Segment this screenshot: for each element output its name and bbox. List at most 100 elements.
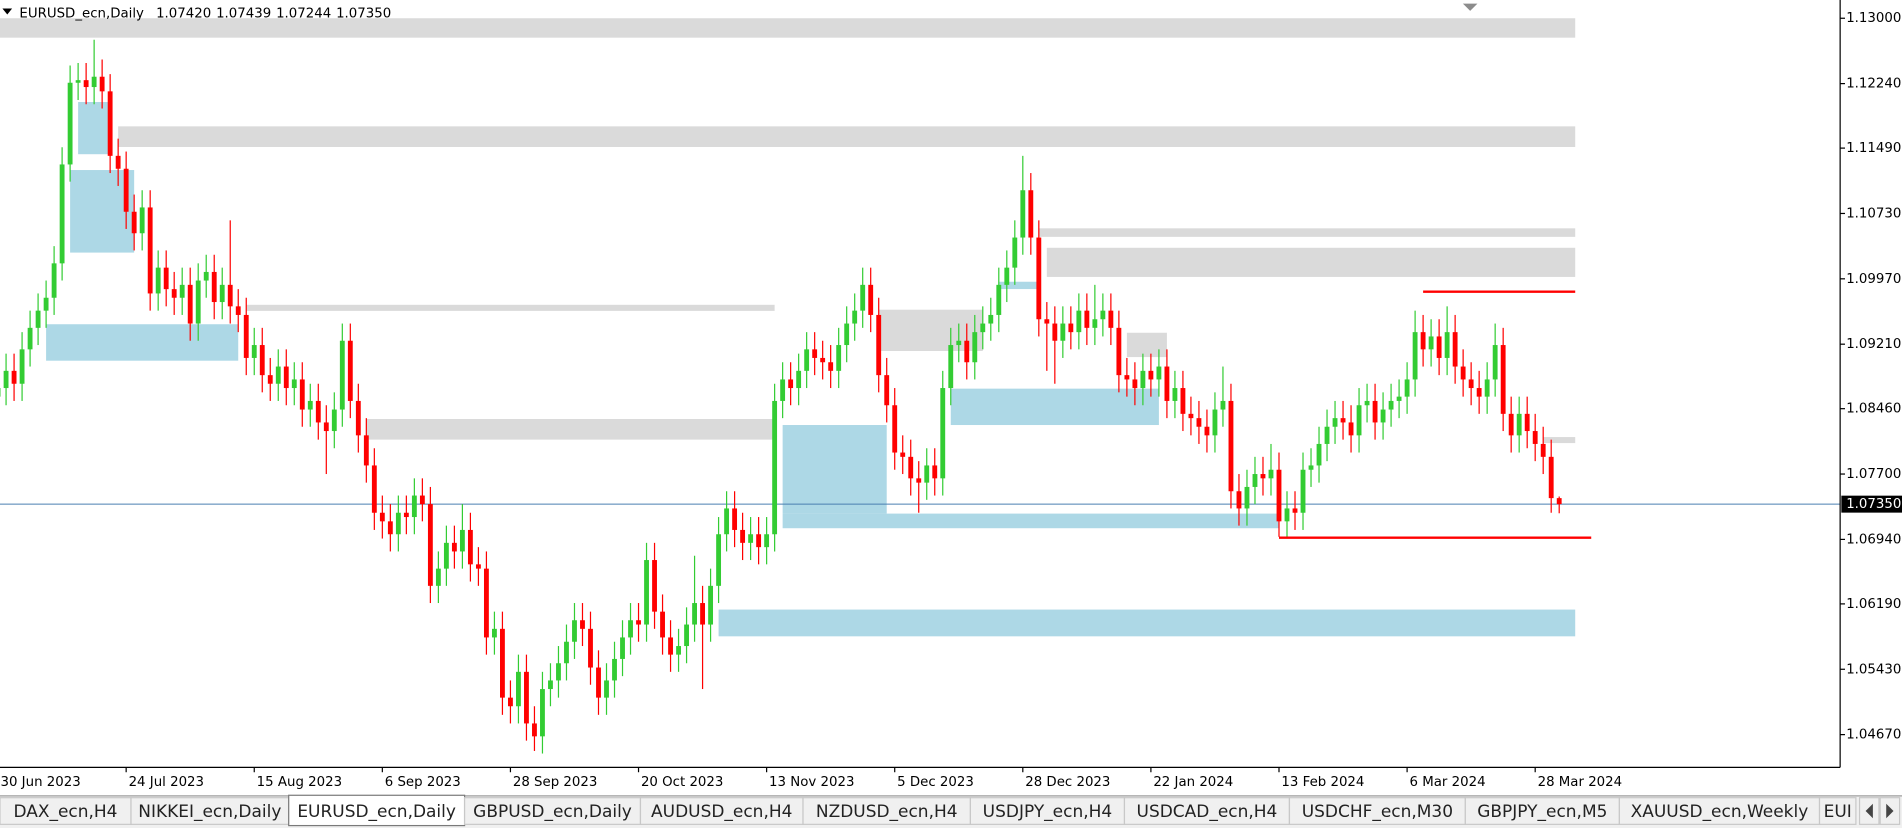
candle-body [451, 542, 457, 552]
candle-body [251, 345, 257, 358]
zone [366, 419, 775, 440]
candle-body [1420, 332, 1426, 350]
candle-body [1052, 323, 1058, 341]
candle-body [227, 284, 233, 307]
candle-body [820, 357, 826, 363]
candle-body [27, 327, 33, 350]
candle-body [564, 641, 569, 664]
tab[interactable] [1618, 797, 1821, 825]
candle-body [283, 366, 289, 389]
candle-body [35, 310, 41, 328]
x-tick-label: 30 Jun 2023 [0, 775, 80, 790]
candle-body [1092, 319, 1098, 328]
tab-label[interactable]: USDJPY_ecn,H4 [983, 802, 1112, 822]
candle-body [1156, 366, 1162, 380]
candle-body [1284, 508, 1290, 522]
candle-body [1004, 267, 1010, 285]
candle-body [219, 284, 225, 303]
menu-arrow[interactable] [2, 8, 13, 15]
tab-label[interactable]: GBPJPY_ecn,M5 [1477, 802, 1607, 822]
candle-body [307, 400, 313, 410]
candle-body [572, 620, 577, 642]
candle-body [988, 314, 994, 324]
tab-label[interactable]: NZDUSD_ecn,H4 [816, 802, 958, 822]
candle-body [876, 314, 882, 376]
candle-body [620, 637, 625, 659]
candle-body [3, 370, 9, 389]
candle-body [179, 284, 185, 298]
tab-label[interactable]: XAUUSD_ecn,Weekly [1631, 802, 1809, 822]
candle-body [1308, 465, 1314, 470]
shift-marker[interactable] [1462, 3, 1478, 11]
candle-body [596, 667, 601, 698]
candle-body [548, 680, 553, 690]
candle-body [443, 542, 449, 569]
candle-body [652, 560, 657, 612]
tab[interactable] [802, 797, 972, 825]
candle-body [1340, 418, 1346, 423]
candle-body [243, 314, 249, 358]
candle-body [1492, 345, 1498, 380]
candle-body [235, 306, 241, 315]
tab[interactable] [1288, 797, 1466, 825]
tab-label[interactable]: USDCAD_ecn,H4 [1137, 802, 1278, 822]
chart-header: EURUSD_ecn,Daily 1.07420 1.07439 1.07244 1.0… [19, 6, 391, 21]
candle-body [419, 495, 425, 505]
tab[interactable] [130, 797, 290, 825]
candle-body [1260, 474, 1266, 479]
tab-active[interactable] [288, 794, 466, 827]
candle-body [139, 207, 145, 234]
candle-body [1140, 370, 1146, 389]
candle-body [740, 529, 746, 543]
tab[interactable] [639, 797, 804, 825]
tab-label[interactable]: GBPUSD_ecn,Daily [473, 802, 632, 822]
tab-label[interactable]: DAX_ecn,H4 [14, 802, 118, 822]
candle-body [163, 267, 169, 290]
tab-label[interactable]: USDCHF_ecn,M30 [1302, 802, 1453, 822]
candle-body [1444, 332, 1450, 358]
x-tick-label: 22 Jan 2024 [1153, 775, 1233, 790]
candle-body [323, 422, 329, 432]
candle-body [147, 207, 153, 294]
zone [46, 324, 239, 361]
candle-body [203, 271, 209, 281]
tab[interactable] [1464, 797, 1620, 825]
candle-body [972, 332, 978, 363]
candle-body [636, 620, 641, 625]
zone [1126, 332, 1167, 358]
tab-label[interactable]: EUI [1824, 802, 1852, 822]
candle-body [1436, 336, 1442, 358]
tab-label[interactable]: NIKKEI_ecn,Daily [138, 802, 281, 822]
candle-body [692, 603, 697, 625]
candle-body [708, 585, 714, 625]
candle-body [99, 76, 105, 92]
candle-body [1460, 366, 1466, 380]
plot-area [0, 18, 1841, 754]
candle-body [1332, 418, 1338, 427]
candle-body [1540, 443, 1546, 457]
candle-body [1028, 190, 1034, 238]
candle-body [75, 80, 81, 83]
y-tick-label: 1.12240 [1846, 77, 1901, 92]
candle-body [1300, 469, 1306, 513]
candle-body [1124, 375, 1130, 380]
candle-body [684, 624, 689, 647]
candle-body [1132, 379, 1138, 389]
scroll-left-icon [1865, 803, 1873, 819]
candle-body [884, 375, 890, 406]
candle-body [371, 465, 377, 513]
tab[interactable] [969, 797, 1126, 825]
tab-label[interactable]: AUDUSD_ecn,H4 [651, 802, 792, 822]
tab[interactable] [1123, 797, 1291, 825]
tab[interactable] [1818, 797, 1857, 825]
candle-body [1244, 486, 1250, 509]
tab[interactable] [463, 797, 642, 825]
tab-label[interactable]: EURUSD_ecn,Daily [297, 802, 456, 822]
candle-body [1476, 388, 1482, 397]
x-tick-label: 15 Aug 2023 [257, 775, 342, 790]
zone [1543, 437, 1576, 444]
candle-body [67, 82, 73, 165]
candle-body [1220, 400, 1226, 410]
candle-body [1292, 508, 1298, 513]
